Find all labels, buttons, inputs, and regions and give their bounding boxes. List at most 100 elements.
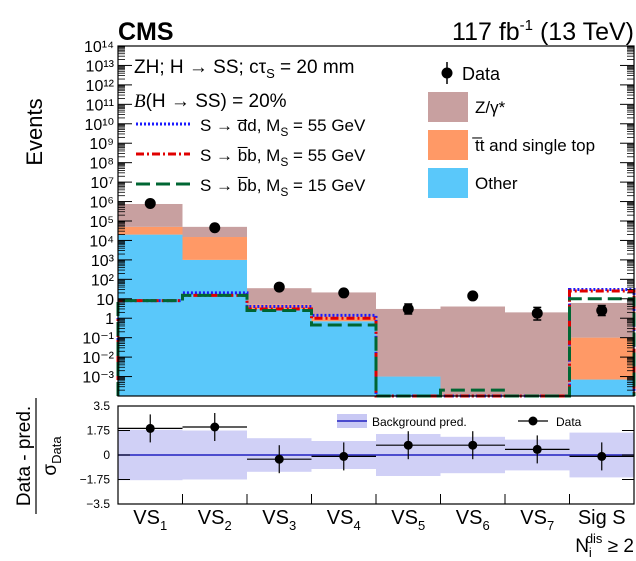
y-tick-label: 10⁻² — [82, 350, 114, 367]
y-tick-label: 10² — [91, 272, 115, 289]
process-sub: S — [266, 66, 275, 81]
lumi-sup: -1 — [520, 17, 533, 34]
x-category-label: VS1 — [133, 507, 167, 533]
x-category-label: VS6 — [456, 507, 490, 533]
ratio-tick-label: 3.5 — [93, 399, 110, 413]
stack-bar — [182, 259, 247, 396]
data-point — [402, 303, 414, 315]
ratio-legend-data-marker — [528, 416, 538, 426]
ratio-ylabel-top: Data - pred. — [14, 406, 35, 506]
ratio-ylabel-bottom: σData — [40, 436, 64, 476]
ratio-point — [145, 423, 155, 433]
y-tick-label: 10³ — [91, 253, 115, 270]
signal-histograms — [116, 288, 636, 398]
signal-line — [116, 293, 636, 398]
stack-bar — [247, 308, 312, 396]
ratio-axis-ticks: 3.5 1.75 0 −1.75 −3.5 — [80, 399, 635, 511]
process-text: ZH; H → SS; cτ — [134, 57, 267, 78]
bkg-legend-label: t̅t and single top — [472, 136, 595, 155]
ratio-ylabel-sigma: σ — [40, 464, 61, 476]
ratio-panel — [118, 413, 634, 481]
stack-bar — [118, 234, 183, 396]
x-category-label: VS4 — [327, 507, 361, 533]
y-tick-label: 10¹⁰ — [84, 117, 114, 134]
y-tick-label: 10¹¹ — [86, 97, 114, 114]
br-prefix: B — [134, 91, 146, 112]
y-tick-label: 10⁸ — [89, 156, 114, 173]
ratio-ylabel-sigma-sub: Data — [49, 436, 64, 464]
br-text: (H → SS) = 20% — [146, 91, 287, 112]
data-point — [338, 287, 350, 299]
ratio-point — [210, 422, 220, 432]
signal-legend-label: S → d̅d, MS = 55 GeV — [200, 116, 366, 139]
ratio-point — [274, 454, 284, 464]
x-category-label: Sig S — [578, 507, 626, 529]
x-category-label: VS2 — [198, 507, 232, 533]
x-category-label: VS7 — [520, 507, 554, 533]
ratio-tick-label: −3.5 — [86, 497, 110, 511]
ratio-point — [532, 444, 542, 454]
y-tick-label: 10¹³ — [86, 58, 115, 75]
ratio-tick-label: −1.75 — [80, 473, 111, 487]
stack-bar — [247, 288, 312, 305]
signal-legend-label: S → b̅b, MS = 55 GeV — [200, 146, 366, 169]
experiment-label: CMS — [118, 18, 174, 46]
stack-bar — [311, 316, 376, 322]
bkg-legend-swatch — [428, 92, 468, 122]
stack-bar — [569, 379, 634, 396]
ratio-legend-data-label: Data — [556, 415, 582, 429]
stack-bar — [440, 306, 505, 396]
process-annotation: ZH; H → SS; cτS = 20 mm — [134, 57, 354, 81]
ratio-point — [468, 440, 478, 450]
ratio-y-axis-label: Data - pred. σData — [14, 398, 64, 514]
data-point — [596, 304, 608, 316]
y-tick-label: 10⁶ — [90, 195, 114, 212]
stack-bar — [376, 376, 441, 396]
stack-bar — [376, 308, 441, 377]
data-point — [531, 307, 543, 319]
y-tick-label: 10¹⁴ — [84, 39, 114, 56]
data-point — [144, 197, 156, 209]
y-tick-label: 10⁻³ — [82, 370, 114, 387]
ratio-legend-band-label: Background pred. — [372, 415, 467, 429]
y-tick-label: 10⁴ — [89, 233, 114, 250]
signal-legend-label: S → b̅b, MS = 15 GeV — [200, 176, 366, 199]
stack-bar — [118, 203, 183, 227]
x-category-label: VS3 — [262, 507, 296, 533]
br-annotation: B(H → SS) = 20% — [134, 91, 287, 112]
bkg-legend-swatch — [428, 130, 468, 160]
data-points — [144, 197, 608, 321]
data-legend-label: Data — [462, 64, 501, 84]
data-point — [209, 222, 221, 234]
stack-bar — [118, 226, 183, 235]
x-category-labels: VS1 VS2 VS3 VS4 VS5 VS6 VS7 Sig S — [133, 507, 625, 533]
bkg-legend-swatch — [428, 168, 468, 198]
stack-bar — [311, 321, 376, 396]
data-point — [467, 290, 479, 302]
y-tick-label: 1 — [105, 311, 114, 328]
x-label-sup: dis — [586, 531, 603, 546]
x-label-base: N — [575, 536, 589, 557]
process-tail: = 20 mm — [275, 57, 355, 78]
stack-bar — [569, 337, 634, 380]
ratio-legend: Background pred. Data — [337, 414, 582, 429]
lumi-label: 117 fb-1 (13 TeV) — [452, 17, 634, 46]
y-tick-label: 10¹² — [86, 78, 115, 95]
y-axis-ticks: 10⁻³ 10⁻² 10⁻¹ 1 10 10² 10³ 10⁴ 10⁵ 10⁶ 10⁷ 10⁸ 10⁹ 1… — [82, 39, 634, 397]
background-legend: Data Z/γ* t̅t and single top Other — [428, 62, 595, 198]
x-label-tail: ≥ 2 — [602, 536, 634, 557]
y-tick-label: 10⁹ — [89, 136, 114, 153]
ratio-point — [597, 451, 607, 461]
energy-value: (13 TeV) — [533, 18, 634, 46]
stack-bar — [182, 237, 247, 260]
signal-legend: S → d̅d, MS = 55 GeV S → b̅b, MS = 55 GeV… — [136, 116, 366, 199]
ratio-tick-label: 0 — [103, 448, 110, 462]
ratio-point — [339, 451, 349, 461]
bkg-legend-label: Z/γ* — [475, 98, 506, 117]
x-category-label: VS5 — [391, 507, 425, 533]
x-label-sub: i — [589, 545, 592, 560]
y-tick-label: 10⁷ — [90, 175, 114, 192]
x-axis-label: Nidis ≥ 2 — [575, 531, 634, 560]
ratio-tick-label: 1.75 — [87, 424, 111, 438]
